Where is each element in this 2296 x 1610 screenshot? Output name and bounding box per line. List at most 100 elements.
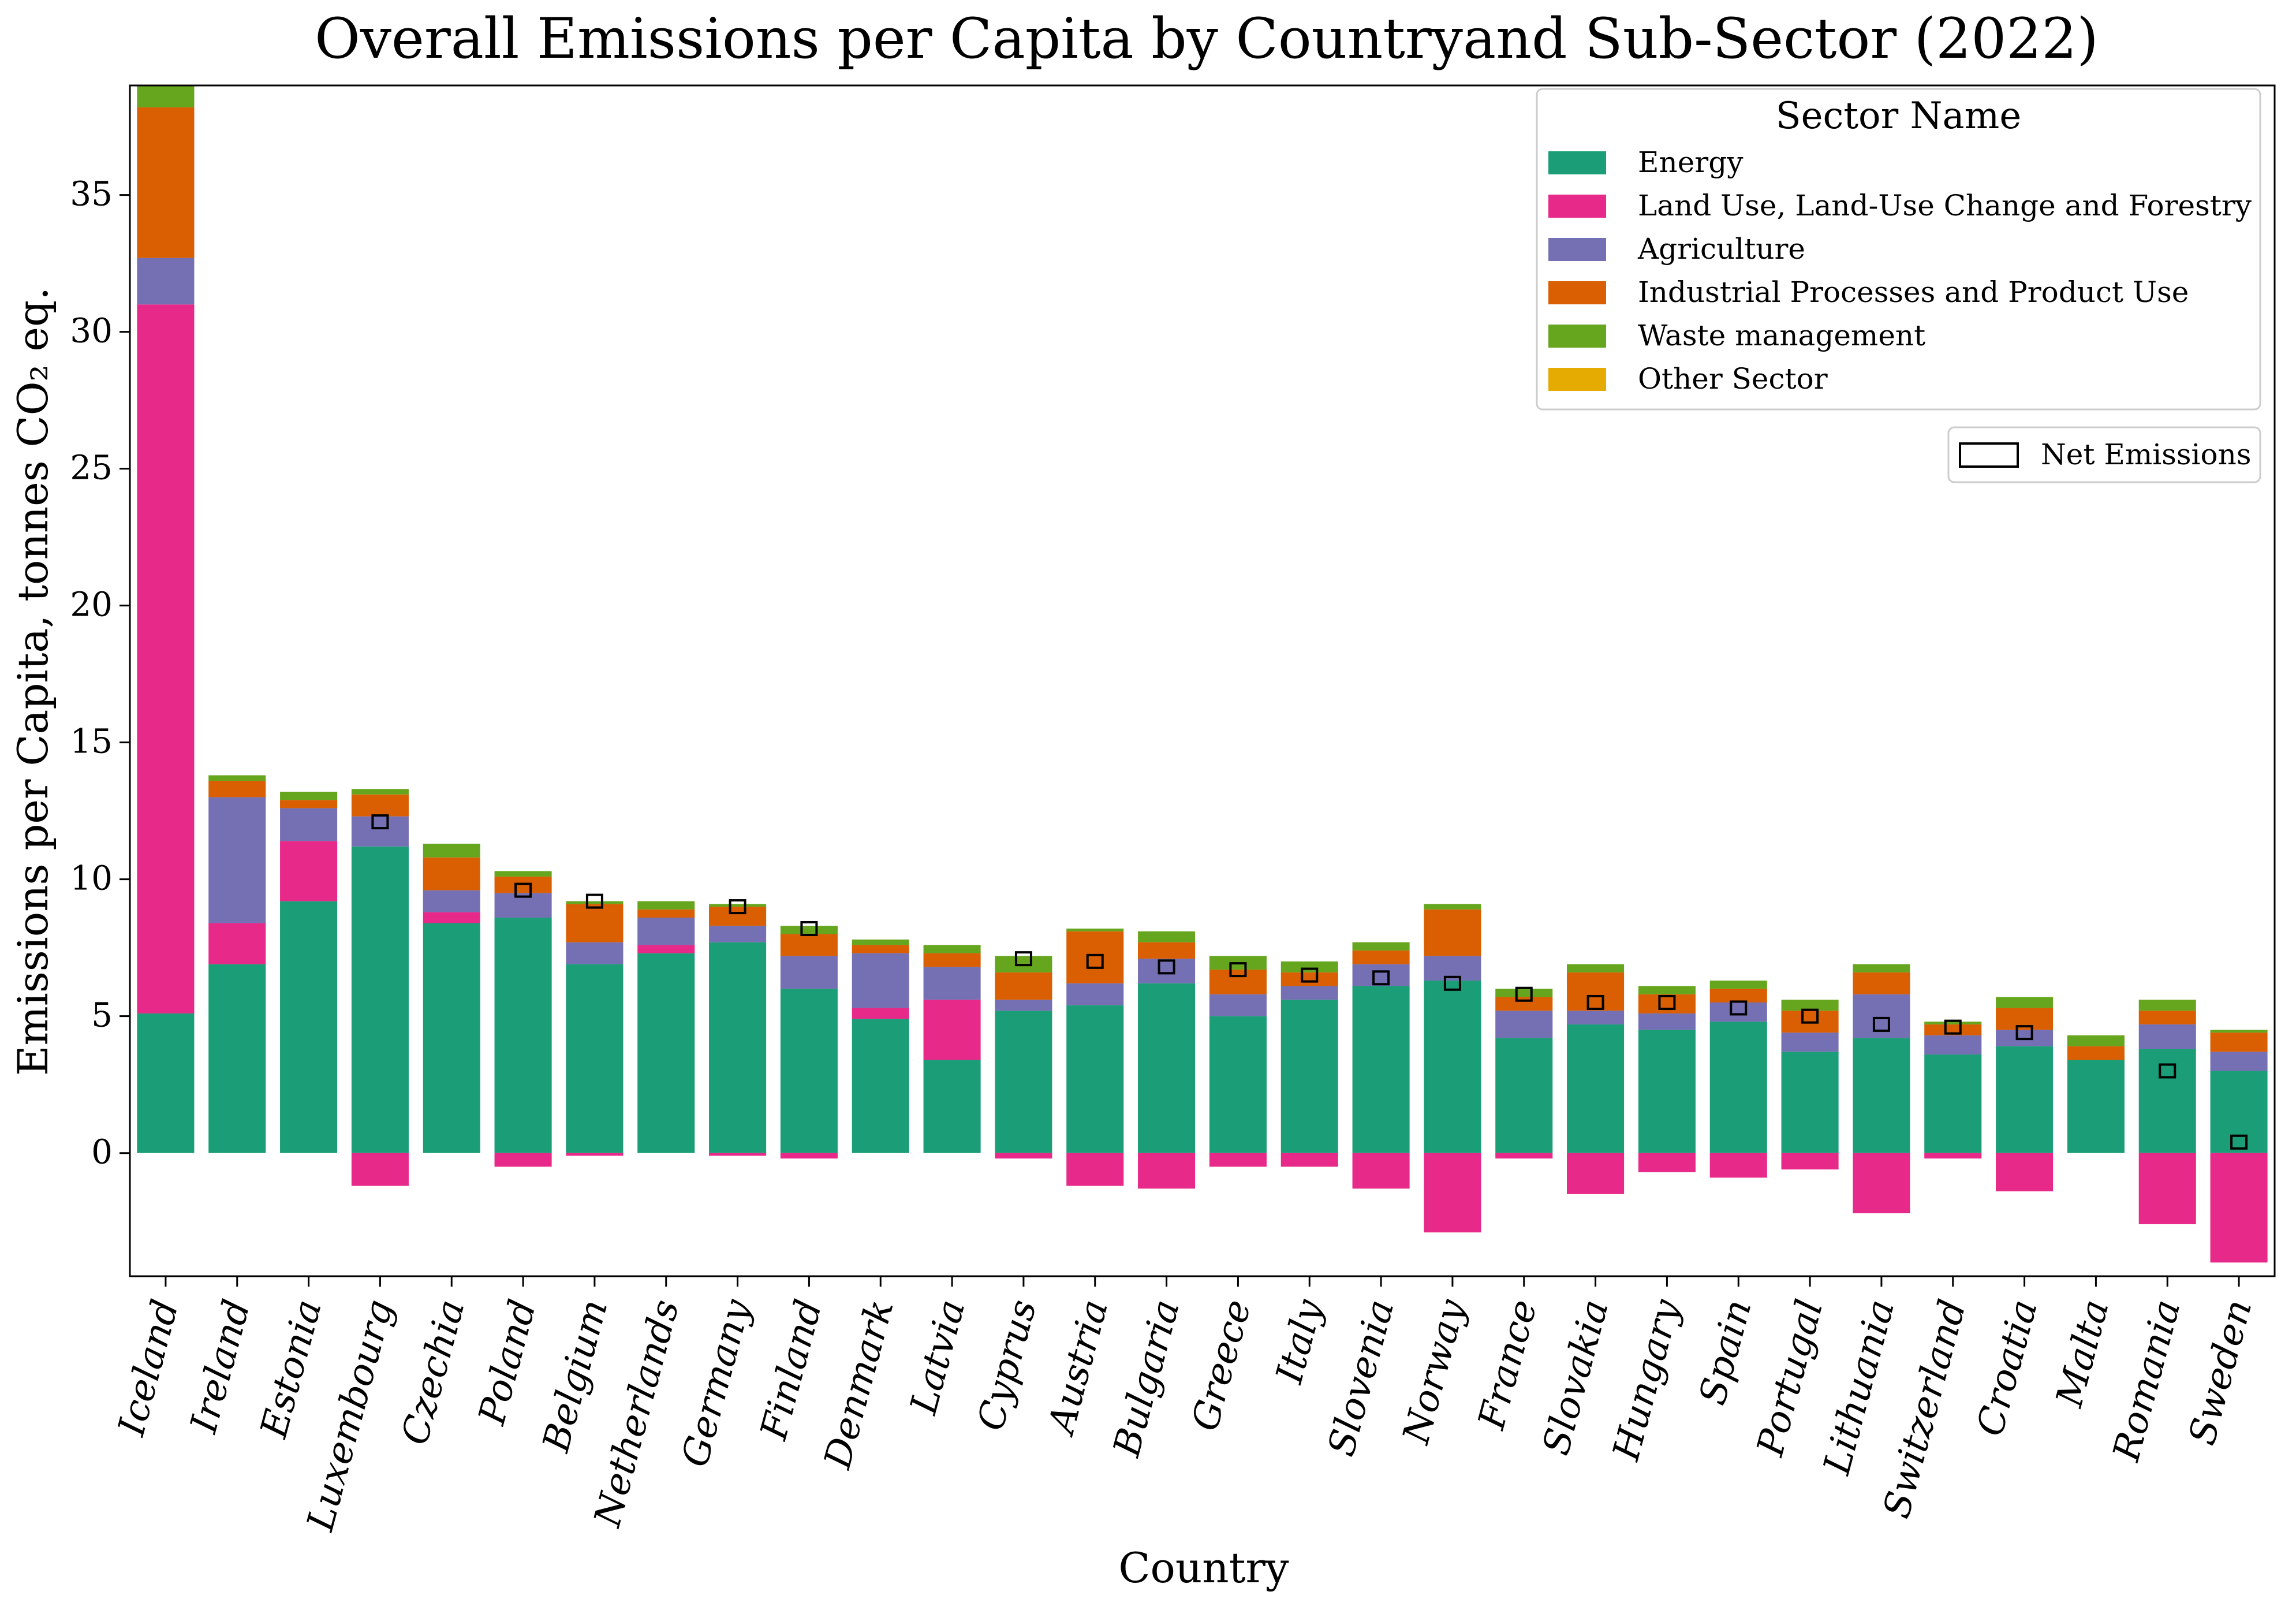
- bar-austria-waste-management: [1066, 928, 1124, 931]
- bar-luxembourg-energy: [351, 846, 409, 1153]
- y-axis-label: Emissions per Capita, tonnes CO₂ eq.: [9, 287, 57, 1076]
- bar-hungary-land-use-land-use-change-and-forestry: [1638, 1153, 1696, 1172]
- bar-austria-agriculture: [1066, 983, 1124, 1005]
- y-axis: 0 5 10 15 20 25 30 35: [70, 174, 130, 1172]
- bar-belgium-land-use-land-use-change-and-forestry: [566, 1153, 624, 1156]
- legend: Sector Name Energy Land Use, Land-Use Cha…: [1536, 88, 2261, 411]
- chart-title: Overall Emissions per Capita by Countrya…: [315, 6, 2099, 71]
- bar-belgium-agriculture: [566, 942, 624, 964]
- net-marker-luxembourg: [371, 814, 389, 830]
- bar-estonia-industrial-processes-and-product-use: [280, 800, 338, 808]
- bar-austria-energy: [1066, 1005, 1124, 1153]
- bar-france-waste-management: [1495, 989, 1553, 997]
- y-tick-label: 30: [70, 311, 113, 351]
- x-axis-label: Country: [1118, 1544, 1289, 1592]
- bar-croatia-energy: [1996, 1046, 2054, 1153]
- bar-belgium-energy: [566, 964, 624, 1153]
- bar-bulgaria-industrial-processes-and-product-use: [1138, 942, 1196, 959]
- bar-lithuania-waste-management: [1853, 964, 1910, 972]
- legend-swatch: [1548, 195, 1606, 218]
- bar-lithuania-energy: [1853, 1038, 1910, 1153]
- bar-norway-industrial-processes-and-product-use: [1424, 909, 1481, 956]
- y-tick-label: 0: [91, 1132, 113, 1172]
- bar-iceland-waste-management: [137, 85, 195, 107]
- net-marker-bulgaria: [1158, 959, 1175, 975]
- net-legend-box: [1947, 426, 2261, 483]
- bar-germany-agriculture: [709, 926, 767, 942]
- bar-czechia-waste-management: [423, 844, 480, 858]
- bar-belgium-waste-management: [566, 901, 624, 904]
- net-marker-finland: [800, 920, 818, 936]
- bar-netherlands-waste-management: [637, 901, 695, 910]
- bar-finland-energy: [780, 989, 838, 1153]
- bar-bulgaria-agriculture: [1138, 959, 1196, 983]
- net-marker-lithuania: [1872, 1016, 1890, 1032]
- legend-label: Waste management: [1638, 319, 1925, 352]
- bar-hungary-industrial-processes-and-product-use: [1638, 994, 1696, 1013]
- bar-italy-land-use-land-use-change-and-forestry: [1280, 1153, 1338, 1167]
- bar-hungary-waste-management: [1638, 986, 1696, 994]
- net-marker-cyprus: [1014, 951, 1032, 967]
- bar-bulgaria-waste-management: [1138, 931, 1196, 942]
- bar-finland-waste-management: [780, 926, 838, 934]
- legend-swatch: [1548, 151, 1606, 174]
- bar-norway-energy: [1424, 981, 1481, 1153]
- bar-hungary-agriculture: [1638, 1013, 1696, 1030]
- bar-greece-land-use-land-use-change-and-forestry: [1209, 1153, 1267, 1167]
- bar-france-energy: [1495, 1038, 1553, 1153]
- net-marker-switzerland: [1944, 1019, 1962, 1035]
- bar-romania-energy: [2138, 1049, 2196, 1153]
- bar-cyprus-energy: [995, 1011, 1052, 1153]
- bar-slovenia-industrial-processes-and-product-use: [1352, 950, 1410, 964]
- net-emissions-swatch: [1959, 442, 2019, 468]
- y-tick-label: 25: [70, 448, 113, 487]
- bar-czechia-industrial-processes-and-product-use: [423, 857, 480, 890]
- bar-iceland-energy: [137, 1013, 195, 1153]
- bar-france-agriculture: [1495, 1011, 1553, 1038]
- bar-luxembourg-industrial-processes-and-product-use: [351, 794, 409, 817]
- bar-luxembourg-waste-management: [351, 789, 409, 795]
- bar-spain-agriculture: [1709, 1002, 1767, 1022]
- legend-swatch: [1548, 281, 1606, 304]
- bar-denmark-industrial-processes-and-product-use: [852, 945, 909, 953]
- bar-latvia-land-use-land-use-change-and-forestry: [923, 1000, 981, 1060]
- bar-finland-agriculture: [780, 956, 838, 989]
- bar-slovakia-energy: [1567, 1024, 1625, 1153]
- bar-netherlands-industrial-processes-and-product-use: [637, 909, 695, 918]
- net-marker-slovenia: [1372, 970, 1390, 986]
- legend-swatch: [1548, 238, 1606, 261]
- y-tick-label: 15: [70, 722, 113, 761]
- bar-latvia-industrial-processes-and-product-use: [923, 953, 981, 967]
- bar-latvia-agriculture: [923, 967, 981, 1000]
- legend-swatch: [1548, 325, 1606, 348]
- bar-portugal-land-use-land-use-change-and-forestry: [1781, 1153, 1839, 1170]
- net-marker-spain: [1730, 1000, 1748, 1016]
- net-marker-austria: [1086, 953, 1104, 969]
- bar-germany-industrial-processes-and-product-use: [709, 907, 767, 926]
- bar-lithuania-land-use-land-use-change-and-forestry: [1853, 1153, 1910, 1213]
- bar-netherlands-agriculture: [637, 918, 695, 945]
- bar-portugal-energy: [1781, 1052, 1839, 1153]
- bar-slovenia-energy: [1352, 986, 1410, 1153]
- bar-denmark-agriculture: [852, 953, 909, 1008]
- net-marker-portugal: [1801, 1008, 1819, 1024]
- legend-label: Agriculture: [1637, 232, 1805, 266]
- bar-slovenia-waste-management: [1352, 942, 1410, 951]
- net-emissions-legend: Net Emissions: [1947, 426, 2261, 483]
- bar-spain-energy: [1709, 1022, 1767, 1153]
- bar-austria-industrial-processes-and-product-use: [1066, 931, 1124, 983]
- legend-title: Sector Name: [1776, 95, 2021, 137]
- bar-spain-land-use-land-use-change-and-forestry: [1709, 1153, 1767, 1178]
- bar-poland-land-use-land-use-change-and-forestry: [494, 1153, 552, 1167]
- bar-slovakia-industrial-processes-and-product-use: [1567, 972, 1625, 1011]
- bar-ireland-waste-management: [208, 775, 266, 781]
- bar-norway-waste-management: [1424, 904, 1481, 910]
- bar-slovenia-land-use-land-use-change-and-forestry: [1352, 1153, 1410, 1189]
- bar-italy-energy: [1280, 1000, 1338, 1153]
- bar-sweden-energy: [2210, 1071, 2268, 1153]
- bar-malta-energy: [2067, 1060, 2125, 1153]
- net-marker-hungary: [1658, 994, 1676, 1010]
- legend-label: Land Use, Land-Use Change and Forestry: [1638, 189, 2252, 222]
- net-marker-sweden: [2230, 1134, 2248, 1150]
